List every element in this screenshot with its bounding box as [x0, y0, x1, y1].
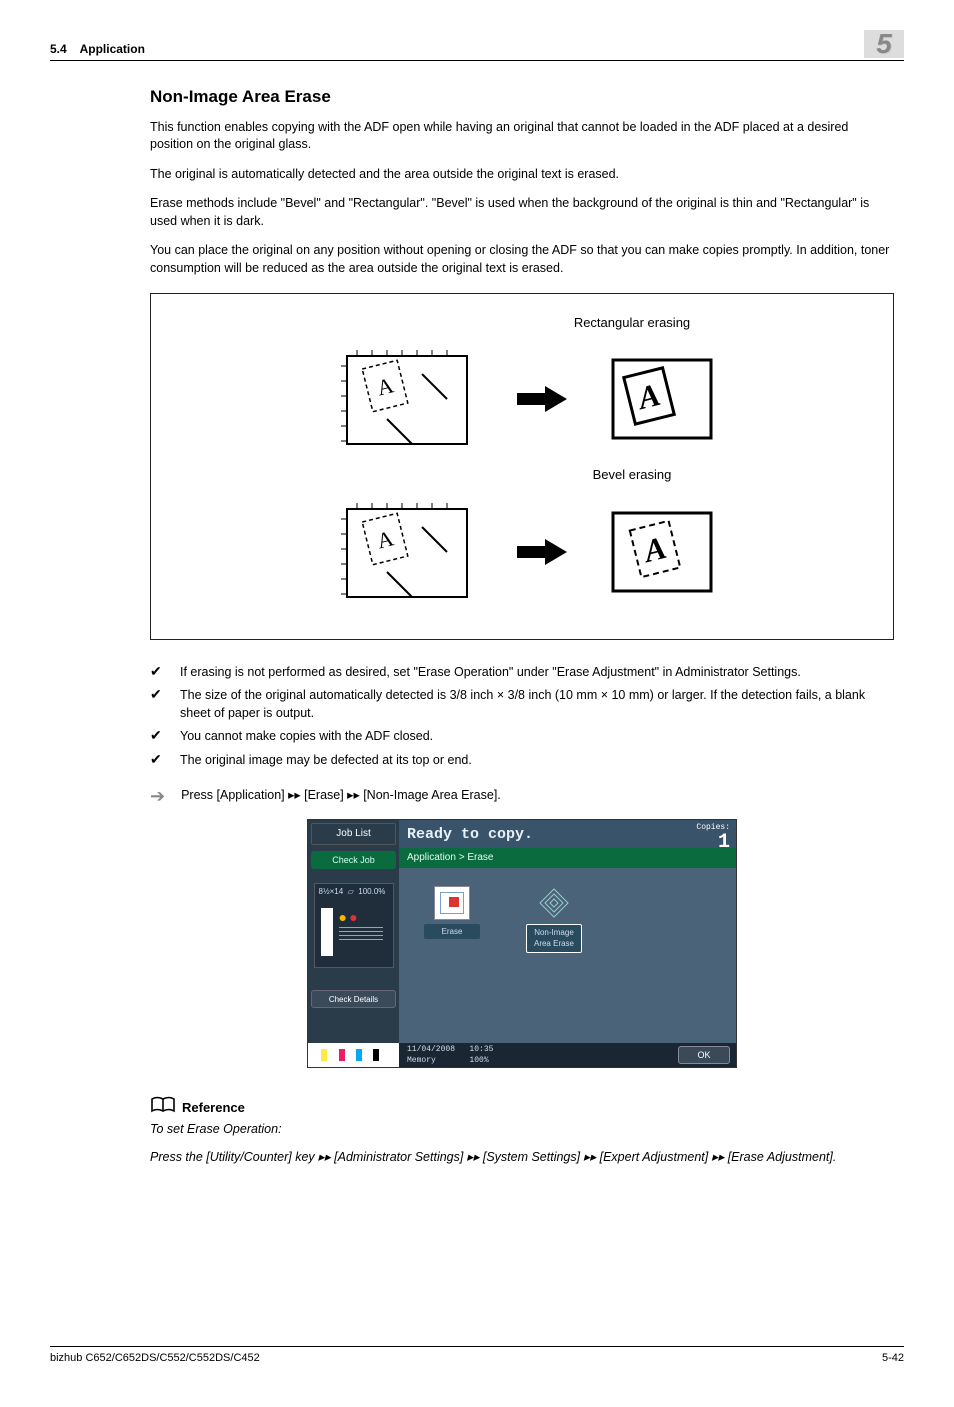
preview-dot-icon: ● [339, 909, 347, 925]
toner-c-bar [356, 1049, 362, 1061]
datetime-display: 11/04/2008 10:35 Memory 100% [399, 1044, 501, 1066]
step-arrow-icon: ➔ [150, 787, 165, 805]
toner-m-label: M [329, 1048, 337, 1062]
step-text: Press [Application] ▸▸ [Erase] ▸▸ [Non-I… [181, 787, 501, 805]
toner-c-label: C [347, 1048, 354, 1062]
check-icon: ✔ [150, 664, 164, 682]
non-image-erase-icon [536, 886, 572, 920]
preview-pane: 8½×14 ▱ 100.0% ● ● [314, 883, 394, 968]
note-text: If erasing is not performed as desired, … [180, 664, 801, 682]
arrow-icon [517, 384, 567, 414]
toner-y-bar [321, 1049, 327, 1061]
diagram-label-rect: Rectangular erasing [401, 314, 863, 332]
toner-k-bar [373, 1049, 379, 1061]
reference-subheading: To set Erase Operation: [150, 1121, 894, 1139]
check-details-button[interactable]: Check Details [311, 990, 396, 1008]
erase-button-label: Erase [424, 924, 480, 939]
book-icon [150, 1096, 176, 1119]
diagram-row-rect: A A [181, 344, 863, 454]
footer-model: bizhub C652/C652DS/C552/C552DS/C452 [50, 1351, 260, 1366]
check-icon: ✔ [150, 752, 164, 770]
erase-icon [434, 886, 470, 920]
page-footer: bizhub C652/C652DS/C552/C552DS/C452 5-42 [50, 1346, 904, 1366]
diagram-label-bevel: Bevel erasing [401, 466, 863, 484]
note-item: ✔ The size of the original automatically… [150, 687, 894, 722]
reference-heading: Reference [150, 1096, 894, 1119]
non-image-area-erase-button[interactable]: Non-Image Area Erase [519, 886, 589, 1025]
header-section: 5.4 Application [50, 41, 145, 58]
job-list-tab[interactable]: Job List [311, 823, 396, 845]
check-icon: ✔ [150, 728, 164, 746]
diagram-row-bevel: A A [181, 497, 863, 607]
procedure-step: ➔ Press [Application] ▸▸ [Erase] ▸▸ [Non… [150, 787, 894, 805]
note-item: ✔ If erasing is not performed as desired… [150, 664, 894, 682]
non-image-erase-button-label: Non-Image Area Erase [526, 924, 582, 952]
preview-dot-icon: ● [349, 909, 357, 925]
ok-button[interactable]: OK [678, 1046, 730, 1064]
toner-levels: Y M C K [308, 1043, 399, 1067]
section-title: Application [80, 42, 145, 56]
section-number: 5.4 [50, 42, 67, 56]
status-message: Ready to copy. [399, 820, 676, 848]
chapter-number: 5 [864, 30, 904, 58]
copies-display: Copies: 1 [676, 820, 736, 848]
platen-bevel-icon: A [327, 497, 477, 607]
arrow-icon [517, 537, 567, 567]
intro-para-4: You can place the original on any positi… [150, 242, 894, 277]
notes-list: ✔ If erasing is not performed as desired… [150, 664, 894, 770]
result-bevel-icon: A [607, 507, 717, 597]
reference-heading-text: Reference [182, 1099, 245, 1117]
check-job-button[interactable]: Check Job [311, 851, 396, 869]
erase-diagram: Rectangular erasing A [150, 293, 894, 639]
page-header: 5.4 Application 5 [50, 30, 904, 61]
preview-page-icon [321, 908, 333, 956]
note-text: The original image may be defected at it… [180, 752, 472, 770]
reference-body: Press the [Utility/Counter] key ▸▸ [Admi… [150, 1149, 894, 1167]
preview-paper-size: 8½×14 ▱ 100.0% [319, 886, 386, 897]
check-icon: ✔ [150, 687, 164, 722]
note-item: ✔ The original image may be defected at … [150, 752, 894, 770]
erase-button[interactable]: Erase [417, 886, 487, 1025]
platen-rect-icon: A [327, 344, 477, 454]
toner-y-label: Y [312, 1048, 319, 1062]
note-item: ✔ You cannot make copies with the ADF cl… [150, 728, 894, 746]
toner-k-label: K [364, 1048, 371, 1062]
page-title: Non-Image Area Erase [150, 85, 894, 109]
footer-page-number: 5-42 [882, 1351, 904, 1366]
intro-para-3: Erase methods include "Bevel" and "Recta… [150, 195, 894, 230]
breadcrumb: Application > Erase [399, 848, 736, 868]
intro-para-1: This function enables copying with the A… [150, 119, 894, 154]
panel-screenshot: Job List Ready to copy. Copies: 1 Check … [307, 819, 737, 1068]
note-text: The size of the original automatically d… [180, 687, 894, 722]
note-text: You cannot make copies with the ADF clos… [180, 728, 433, 746]
intro-para-2: The original is automatically detected a… [150, 166, 894, 184]
toner-m-bar [339, 1049, 345, 1061]
result-rect-icon: A [607, 354, 717, 444]
